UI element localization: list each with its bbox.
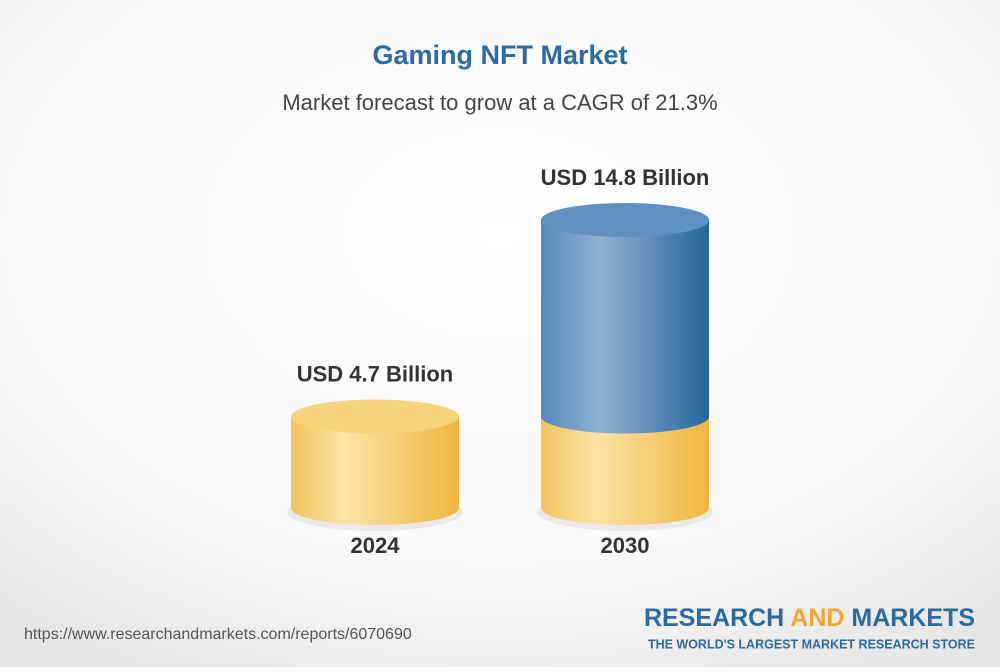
x-tick-label: 2030 <box>601 533 650 558</box>
x-tick-label: 2024 <box>351 533 401 558</box>
logo-tagline: THE WORLD'S LARGEST MARKET RESEARCH STOR… <box>648 637 975 651</box>
logo-markets: MARKETS <box>851 604 975 632</box>
cylinder-body <box>291 416 459 525</box>
value-label: USD 4.7 Billion <box>297 361 453 386</box>
logo-and: AND <box>790 604 844 632</box>
cylinder-body <box>541 416 709 525</box>
chart-subtitle: Market forecast to grow at a CAGR of 21.… <box>282 90 717 115</box>
logo-research: RESEARCH <box>644 604 784 632</box>
plot: USD 4.7 Billion 2024 USD 14.8 Billion 2030 <box>287 165 713 558</box>
cylinder-top <box>291 399 459 434</box>
cylinder-top <box>541 203 709 237</box>
cylinder-body <box>541 220 709 434</box>
cylinder <box>537 203 713 531</box>
cylinder <box>287 399 463 531</box>
logo: RESEARCH AND MARKETS <box>644 604 975 632</box>
source-url: https://www.researchandmarkets.com/repor… <box>24 626 412 643</box>
value-label: USD 14.8 Billion <box>541 165 710 190</box>
chart-title: Gaming NFT Market <box>372 40 627 70</box>
